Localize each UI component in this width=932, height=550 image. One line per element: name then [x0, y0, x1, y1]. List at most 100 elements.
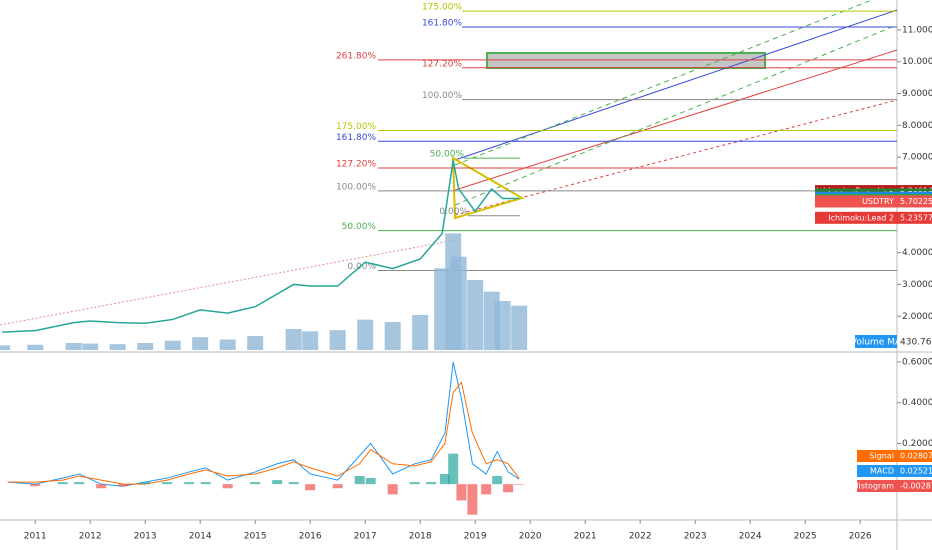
volume-bar — [357, 319, 374, 350]
fib-label: 50.00% — [342, 222, 377, 232]
histogram-bar — [332, 484, 343, 489]
x-tick-label: 2017 — [354, 532, 377, 542]
histogram-bar — [467, 484, 478, 515]
histogram-bar — [222, 484, 233, 489]
volume-bar — [511, 305, 528, 350]
histogram-bar — [200, 482, 211, 485]
x-tick-label: 2019 — [464, 532, 487, 542]
target-box — [486, 52, 766, 69]
histogram-bar — [57, 482, 68, 485]
volume-bar — [450, 256, 467, 350]
fib-label: 100.00% — [336, 182, 376, 192]
macd-tag-name: Histogram — [853, 482, 895, 491]
price-label-name: USDTRY — [862, 197, 894, 206]
y-tick-label: 0.60000 — [902, 357, 932, 367]
y-tick-label: 8.00000 — [902, 121, 932, 131]
histogram-bar — [140, 482, 151, 485]
volume-bar — [27, 344, 44, 350]
x-tick-label: 2024 — [739, 532, 762, 542]
macd-line — [7, 361, 520, 487]
volume-bar — [302, 331, 319, 350]
volume-bar — [219, 339, 236, 350]
fib-label: 50.00% — [430, 150, 465, 160]
volume-bar — [0, 345, 11, 350]
price-line — [2, 160, 520, 333]
price-label-name-bg — [815, 195, 897, 208]
x-tick-label: 2023 — [684, 532, 707, 542]
volume-bar — [109, 344, 126, 350]
x-tick-label: 2021 — [574, 532, 597, 542]
fib-label: 127.20% — [422, 59, 462, 69]
price-label-name: Ichimoku:Lead 2 — [828, 213, 894, 222]
x-tick-label: 2014 — [189, 532, 212, 542]
fib-label: 100.00% — [422, 91, 462, 101]
fib-label: 127.20% — [336, 160, 376, 170]
fib-label: 161.80% — [422, 19, 462, 29]
histogram-bar — [74, 482, 85, 485]
price-label-value: 5.23577 — [900, 213, 932, 222]
y-tick-label: 2.00000 — [902, 312, 932, 322]
fib-label: 161.80% — [336, 133, 376, 143]
histogram-bar — [387, 484, 398, 495]
channels — [0, 0, 898, 326]
x-tick-label: 2013 — [134, 532, 157, 542]
x-tick-label: 2016 — [299, 532, 322, 542]
x-tick-label: 2012 — [79, 532, 102, 542]
macd-tag-bg — [857, 450, 932, 462]
y-tick-label: 3.00000 — [902, 280, 932, 290]
x-tick-label: 2025 — [794, 532, 817, 542]
histogram-bar — [426, 482, 437, 485]
x-tick-label: 2020 — [519, 532, 542, 542]
macd-tag-value: 0.02521 — [900, 467, 932, 476]
macd-tag-value: 0.02807 — [900, 452, 932, 461]
histogram-bar — [272, 480, 283, 485]
histogram-bar — [162, 482, 173, 485]
x-tick-label: 2022 — [629, 532, 652, 542]
price-label-value-bg — [897, 195, 932, 208]
volume-ma-tag — [855, 335, 897, 348]
volume-bar — [329, 330, 346, 350]
fib-label: 0.00% — [347, 262, 376, 272]
price-label-value-bg — [897, 211, 932, 224]
price-label: Ichimoku:Lead 2 5.23577 — [815, 211, 932, 224]
fib-label: 175.00% — [422, 3, 462, 13]
y-tick-label: 11.00000 — [902, 25, 932, 35]
volume-bar — [192, 337, 209, 350]
y-tick-label: 9.00000 — [902, 89, 932, 99]
histogram-bar — [305, 484, 316, 491]
volume-bar — [164, 340, 181, 350]
y-tick-label: 4.00000 — [902, 248, 932, 258]
macd-tag-name: MACD — [870, 467, 894, 476]
volume-bar — [412, 315, 429, 350]
histogram-bar — [439, 473, 450, 485]
x-tick-label: 2026 — [849, 532, 872, 542]
x-tick-label: 2018 — [409, 532, 432, 542]
histogram-bar — [250, 482, 261, 485]
histogram-bar — [118, 484, 129, 487]
histogram-bar — [30, 484, 41, 487]
histogram-bar — [184, 482, 195, 485]
macd-tag-value: -0.00287 — [900, 482, 932, 491]
volume-bar — [384, 322, 401, 350]
volume-bar — [137, 343, 154, 350]
histogram-bar — [409, 482, 420, 485]
histogram-bar — [96, 484, 107, 489]
volume-ma-value: 430.769K — [900, 338, 932, 348]
volume-bar — [285, 329, 302, 350]
histogram-bar — [456, 484, 467, 501]
fib-label: 175.00% — [336, 122, 376, 132]
histogram-bar — [503, 484, 514, 493]
y-tick-label: 10.00000 — [902, 57, 932, 67]
macd-tag-name: Signal — [869, 452, 894, 461]
price-label-name-bg — [815, 211, 897, 224]
histogram-bar — [354, 476, 365, 485]
volume-bar — [65, 343, 82, 350]
histogram-bar — [481, 484, 492, 495]
fib-label: 0.00% — [439, 207, 468, 217]
x-tick-label: 2015 — [244, 532, 267, 542]
histogram-bar — [448, 453, 459, 485]
volume-bar — [82, 343, 99, 350]
x-tick-label: 2011 — [24, 532, 47, 542]
volume-ma-name: Volume MA — [851, 338, 902, 348]
y-tick-label: 7.00000 — [902, 153, 932, 163]
